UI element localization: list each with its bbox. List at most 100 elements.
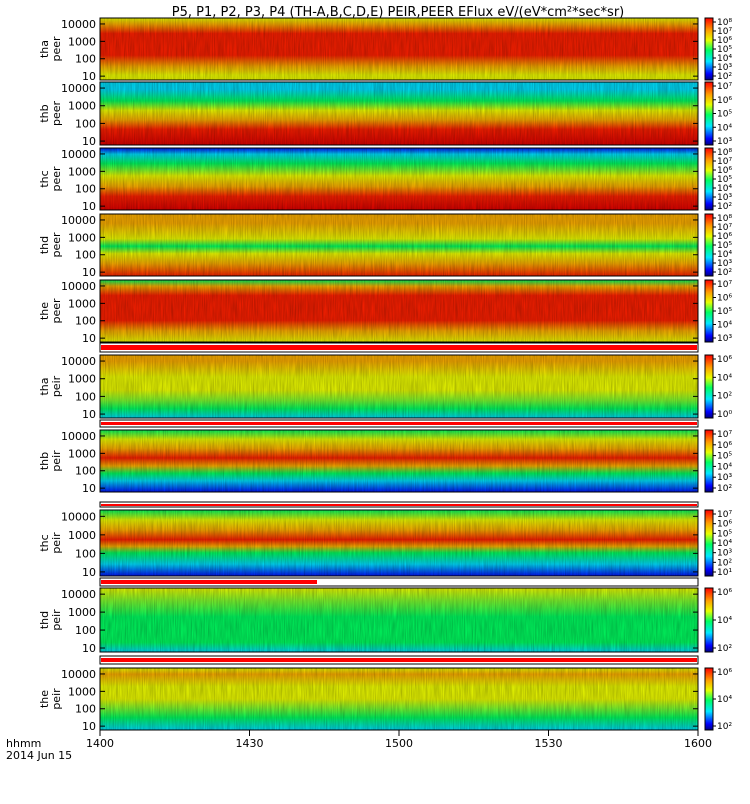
y-tick-label: 1000: [68, 35, 96, 48]
colorbar-tick-label: 10⁴: [717, 462, 732, 472]
colorbar-tick-label: 10³: [717, 193, 732, 203]
mode-bar: [101, 580, 317, 584]
panel-species-label: peer: [50, 298, 63, 324]
colorbar-tick-label: 10²: [717, 558, 732, 568]
panel-probe-label: the: [38, 302, 51, 320]
colorbar-tick-label: 10⁴: [717, 539, 732, 549]
panel-tha-peer: 10000 1000 100 10 tha peer 10²10³10⁴10⁵10⁶10⁷1…: [38, 17, 732, 83]
time-label-hhmm: hhmm: [6, 737, 41, 750]
y-tick-label: 1000: [68, 447, 96, 460]
colorbar-tick-label: 10⁶: [717, 166, 732, 176]
y-tick-label: 100: [75, 465, 96, 478]
panel-species-label: peer: [50, 101, 63, 127]
colorbar: [704, 587, 714, 653]
colorbar-tick-label: 10³: [717, 63, 732, 73]
panel-the-peir: 10000 1000 100 10 the peir 10² 10⁴ 10⁶: [38, 667, 732, 733]
colorbar-tick-label: 10⁶: [717, 96, 732, 106]
y-tick-label: 100: [75, 117, 96, 130]
y-tick-label: 100: [75, 315, 96, 328]
y-tick-label: 10000: [61, 82, 96, 95]
colorbar-tick-label: 10²: [717, 202, 732, 212]
panel-probe-label: thb: [38, 104, 51, 122]
y-tick-label: 100: [75, 183, 96, 196]
y-tick-label: 10000: [61, 148, 96, 161]
colorbar-tick-label: 10⁷: [717, 27, 732, 37]
colorbar-tick-label: 10⁵: [717, 110, 732, 120]
y-tick-label: 100: [75, 53, 96, 66]
y-tick-label: 1000: [68, 231, 96, 244]
heatmap-texture: [100, 430, 698, 492]
colorbar-tick-label: 10⁰: [717, 410, 732, 420]
colorbar-tick-label: 10⁴: [717, 123, 732, 133]
y-tick-label: 10000: [61, 510, 96, 523]
y-tick-label: 10: [82, 482, 96, 495]
panel-frame: [99, 213, 699, 277]
colorbar-tick-label: 10⁴: [717, 695, 732, 705]
panel-frame: [99, 509, 699, 577]
panel-thb-peer: 10000 1000 100 10 thb peer 10³ 10⁴ 10⁵ 10⁶ 10⁷: [38, 81, 732, 148]
heatmap-texture: [100, 588, 698, 652]
colorbar: [704, 429, 714, 493]
colorbar-tick-label: 10⁸: [717, 18, 732, 28]
panel-thc-peer: 10000 1000 100 10 thc peer 10²10³10⁴10⁵10⁶10⁷1…: [38, 147, 732, 213]
colorbar-tick-label: 10¹: [717, 568, 732, 578]
colorbar-tick-label: 10³: [717, 549, 732, 559]
heatmap-texture: [100, 668, 698, 730]
mode-bar: [101, 345, 697, 350]
figure-title: P5, P1, P2, P3, P4 (TH-A,B,C,D,E) PEIR,P…: [172, 5, 625, 20]
y-tick-label: 100: [75, 703, 96, 716]
colorbar-tick-label: 10⁷: [717, 430, 732, 440]
panel-probe-label: thc: [38, 170, 51, 187]
y-tick-label: 10000: [61, 430, 96, 443]
colorbar-tick-label: 10⁵: [717, 175, 732, 185]
colorbar-tick-label: 10⁵: [717, 307, 732, 317]
colorbar: [704, 213, 714, 277]
colorbar-tick-label: 10⁵: [717, 529, 732, 539]
colorbar-tick-label: 10⁶: [717, 520, 732, 530]
y-tick-label: 1000: [68, 373, 96, 386]
y-tick-label: 100: [75, 390, 96, 403]
panel-thc-peir: 10000 1000 100 10 thc peir 10¹10²10³10⁴10⁵10⁶1…: [38, 509, 732, 579]
panel-probe-label: tha: [38, 377, 51, 395]
colorbar-tick-label: 10⁴: [717, 373, 732, 383]
colorbar-tick-label: 10⁷: [717, 510, 732, 520]
colorbar-tick-label: 10⁵: [717, 45, 732, 55]
colorbar-tick-label: 10²: [717, 644, 732, 654]
colorbar-tick-label: 10³: [717, 334, 732, 344]
colorbar-tick-label: 10⁶: [717, 668, 732, 678]
x-tick-label: 1430: [236, 737, 264, 750]
y-tick-label: 100: [75, 624, 96, 637]
panel-thd-peer: 10000 1000 100 10 thd peer 10²10³10⁴10⁵10⁶10⁷1…: [38, 213, 732, 279]
colorbar-tick-label: 10³: [717, 137, 732, 147]
colorbar: [704, 17, 714, 81]
heatmap-texture: [100, 148, 698, 210]
y-tick-label: 10: [82, 566, 96, 579]
heatmap-texture: [100, 355, 698, 418]
panel-frame: [99, 354, 699, 419]
colorbar-tick-label: 10²: [717, 72, 732, 82]
mode-bar-frame: [99, 577, 699, 587]
colorbar: [704, 147, 714, 211]
panel-the-peer: 10000 1000 100 10 the peer 10³ 10⁴ 10⁵ 10⁶ 10⁷: [38, 279, 732, 345]
panel-species-label: peir: [50, 450, 63, 472]
colorbar-tick-label: 10⁶: [717, 588, 732, 598]
mode-bar: [101, 658, 697, 662]
colorbar-tick-label: 10⁴: [717, 616, 732, 626]
colorbar-tick-label: 10⁷: [717, 157, 732, 167]
colorbar-tick-label: 10³: [717, 473, 732, 483]
colorbar: [704, 354, 714, 419]
colorbar-tick-label: 10²: [717, 722, 732, 732]
x-tick-label: 1400: [86, 737, 114, 750]
panel-species-label: peer: [50, 166, 63, 192]
y-tick-label: 10000: [61, 280, 96, 293]
y-tick-label: 100: [75, 249, 96, 262]
colorbar: [704, 279, 714, 343]
y-tick-label: 10000: [61, 355, 96, 368]
panel-species-label: peir: [50, 688, 63, 710]
y-tick-label: 10: [82, 70, 96, 83]
colorbar-tick-label: 10⁶: [717, 36, 732, 46]
colorbar: [704, 667, 714, 731]
colorbar-tick-label: 10⁴: [717, 184, 732, 194]
